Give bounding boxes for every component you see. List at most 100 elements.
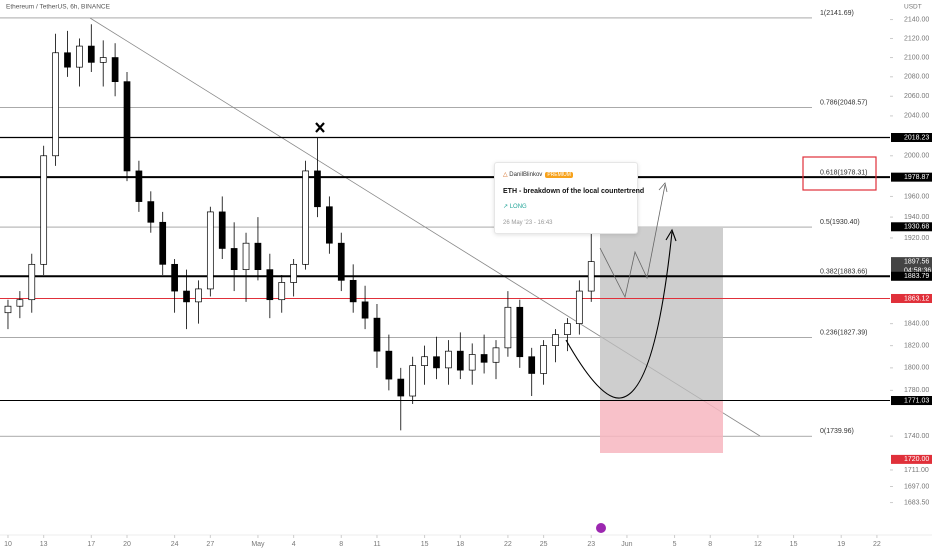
forecast-arrow-head (665, 228, 677, 242)
y-tick-label: 1740.00 (904, 433, 929, 440)
candle-body (28, 263, 36, 301)
candle-body (242, 242, 250, 271)
candle-body (468, 354, 476, 371)
candle-body (290, 263, 298, 283)
y-tick-label: 1920.00 (904, 235, 929, 242)
zigzag-arrow-head (658, 182, 668, 193)
candle-body (278, 282, 286, 301)
candle-body (171, 263, 178, 292)
price-label: 1720.00 (904, 456, 929, 463)
idea-author: DanilBlinkov (509, 172, 543, 178)
idea-card[interactable]: △ DanilBlinkov PREMIUM ETH - breakdown of… (494, 162, 644, 234)
fib-label: 1(2141.69) (820, 10, 854, 17)
y-tick-label: 1840.00 (904, 320, 929, 327)
fib-label: 0.5(1930.40) (820, 219, 860, 226)
x-marker (315, 122, 325, 133)
x-tick-label: 4 (292, 541, 296, 548)
candle-body (397, 378, 405, 397)
x-tick-label: 22 (873, 541, 881, 548)
fib-label: 0(1739.96) (820, 428, 854, 435)
price-label: 1883.79 (904, 273, 929, 280)
candle-body (183, 290, 190, 303)
price-label-box (891, 454, 932, 464)
x-tick-label: 17 (87, 541, 95, 548)
candle-body (314, 170, 321, 208)
y-tick-label: 2060.00 (904, 93, 929, 100)
stop-zone (600, 400, 723, 453)
price-label-box (891, 271, 932, 281)
price-label: 2018.23 (904, 134, 929, 141)
y-tick-label: 1683.50 (904, 499, 929, 506)
idea-badge: PREMIUM (545, 172, 573, 178)
candle-body (206, 211, 214, 290)
candle-body (504, 306, 512, 349)
y-tick-label: 1697.00 (904, 483, 929, 490)
candle-body (266, 269, 274, 301)
x-tick-label: 24 (171, 541, 179, 548)
candle-body (528, 356, 536, 374)
highlight-box (802, 156, 877, 191)
x-tick-label: 22 (504, 541, 512, 548)
y-tick-label: 2100.00 (904, 54, 929, 61)
price-label: 1897.56 (904, 258, 929, 265)
idea-title: ETH - breakdown of the local countertren… (503, 188, 645, 195)
x-tick-label: 25 (540, 541, 548, 548)
event-icon[interactable] (596, 523, 606, 533)
y-tick-label: 1711.00 (904, 467, 929, 474)
candle-body (480, 354, 488, 363)
candle-body (349, 279, 357, 303)
candle-body (516, 306, 524, 358)
chart-title: Ethereum / TetherUS, 6h, BINANCE (6, 4, 111, 11)
countdown-label: 04:58:36 (904, 267, 931, 274)
y-tick-label: 1800.00 (904, 365, 929, 372)
candle-body (99, 57, 107, 63)
x-tick-label: 8 (708, 541, 712, 548)
x-tick-label: 15 (421, 541, 429, 548)
candle-body (64, 52, 71, 68)
candle-body (361, 301, 369, 319)
x-tick-label: Jun (621, 541, 632, 548)
price-label: 1863.12 (904, 295, 929, 302)
candle-body (540, 345, 547, 374)
y-tick-label: 2080.00 (904, 74, 929, 81)
candle-body (254, 242, 262, 271)
y-tick-label: 2000.00 (904, 153, 929, 160)
candle-body (445, 350, 452, 369)
price-label-box (891, 396, 932, 406)
y-tick-label: 2040.00 (904, 113, 929, 120)
y-tick-label: 1960.00 (904, 193, 929, 200)
x-tick-label: 10 (4, 541, 12, 548)
candle-body (575, 290, 583, 324)
target-zone (600, 228, 723, 400)
fib-label: 0.382(1883.66) (820, 268, 867, 275)
forecast-zigzag (599, 184, 666, 299)
candle-body (326, 206, 333, 244)
idea-date: 26 May '23 - 16:43 (503, 220, 553, 226)
price-label-box (891, 172, 932, 182)
price-label: 1978.87 (904, 174, 929, 181)
candle-body (123, 81, 131, 172)
forecast-curve (565, 231, 673, 399)
axis-layer: 2140.002120.002100.002080.002060.002040.… (4, 16, 932, 548)
y-tick-label: 1820.00 (904, 342, 929, 349)
x-tick-label: 8 (339, 541, 343, 548)
price-label-box (891, 133, 932, 143)
idea-author-row: △ DanilBlinkov PREMIUM (503, 171, 573, 178)
candle-layer (4, 24, 595, 431)
x-tick-label: 19 (837, 541, 845, 548)
candle-body (409, 365, 417, 397)
candle-body (52, 52, 59, 157)
price-label-box (891, 222, 932, 232)
candle-body (135, 170, 143, 202)
candle-body (87, 45, 95, 63)
idea-direction: ↗ LONG (503, 204, 527, 210)
candle-body (195, 288, 202, 303)
candle-body (302, 170, 309, 265)
x-tick-label: 15 (790, 541, 798, 548)
candle-body (147, 201, 155, 223)
candle-body (564, 323, 571, 335)
x-tick-label: 18 (456, 541, 464, 548)
candle-body (218, 211, 226, 249)
candle-body (40, 155, 48, 265)
